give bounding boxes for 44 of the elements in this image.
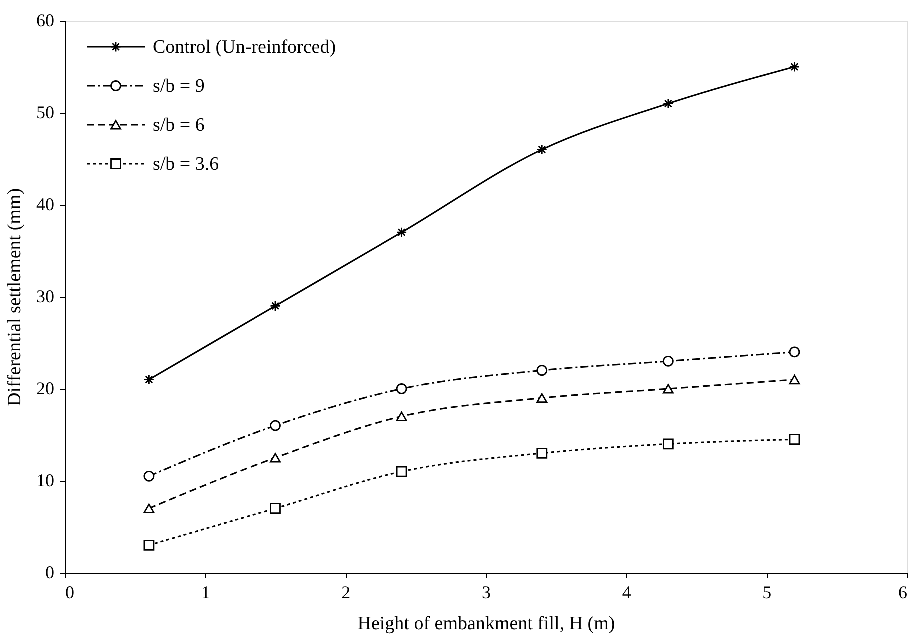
point xyxy=(536,365,548,376)
x-tick-label: 4 xyxy=(622,582,632,602)
point xyxy=(396,466,408,478)
point xyxy=(396,384,408,394)
legend-label: Control (Un-reinforced) xyxy=(153,37,336,58)
point xyxy=(662,384,674,394)
point xyxy=(789,434,800,446)
legend-label: s/b = 3.6 xyxy=(153,154,220,175)
point xyxy=(396,412,408,422)
point xyxy=(662,438,674,450)
x-tick-label: 0 xyxy=(66,582,74,602)
x-tick-label: 2 xyxy=(342,582,351,602)
point xyxy=(662,356,674,367)
y-tick-label: 30 xyxy=(36,286,54,306)
point xyxy=(662,98,674,110)
point xyxy=(270,300,281,312)
x-tick-label: 5 xyxy=(762,582,772,602)
x-tick-label: 6 xyxy=(898,582,908,602)
point xyxy=(396,227,408,238)
point xyxy=(270,503,281,514)
x-tick-label: 1 xyxy=(201,582,210,602)
point xyxy=(789,62,800,72)
point xyxy=(536,144,548,156)
legend-label: s/b = 9 xyxy=(153,76,205,97)
point xyxy=(144,470,155,482)
point xyxy=(144,504,155,514)
point xyxy=(536,448,548,459)
point xyxy=(789,346,800,358)
x-tick-label: 3 xyxy=(482,582,491,602)
point xyxy=(789,374,800,385)
y-tick-label: 50 xyxy=(36,102,54,122)
point xyxy=(144,540,155,551)
y-axis-title: Differential settlement (mm) xyxy=(4,188,26,407)
y-tick-label: 0 xyxy=(46,562,54,582)
x-axis-title: Height of embankment fill, H (m) xyxy=(358,614,616,634)
point xyxy=(536,393,548,404)
point xyxy=(270,453,281,463)
point xyxy=(270,420,281,432)
y-tick-label: 60 xyxy=(36,10,54,30)
y-tick-label: 40 xyxy=(36,194,54,214)
y-tick-label: 10 xyxy=(36,470,54,490)
y-tick-label: 20 xyxy=(36,378,54,398)
legend-label: s/b = 6 xyxy=(153,115,205,136)
point xyxy=(144,374,155,386)
